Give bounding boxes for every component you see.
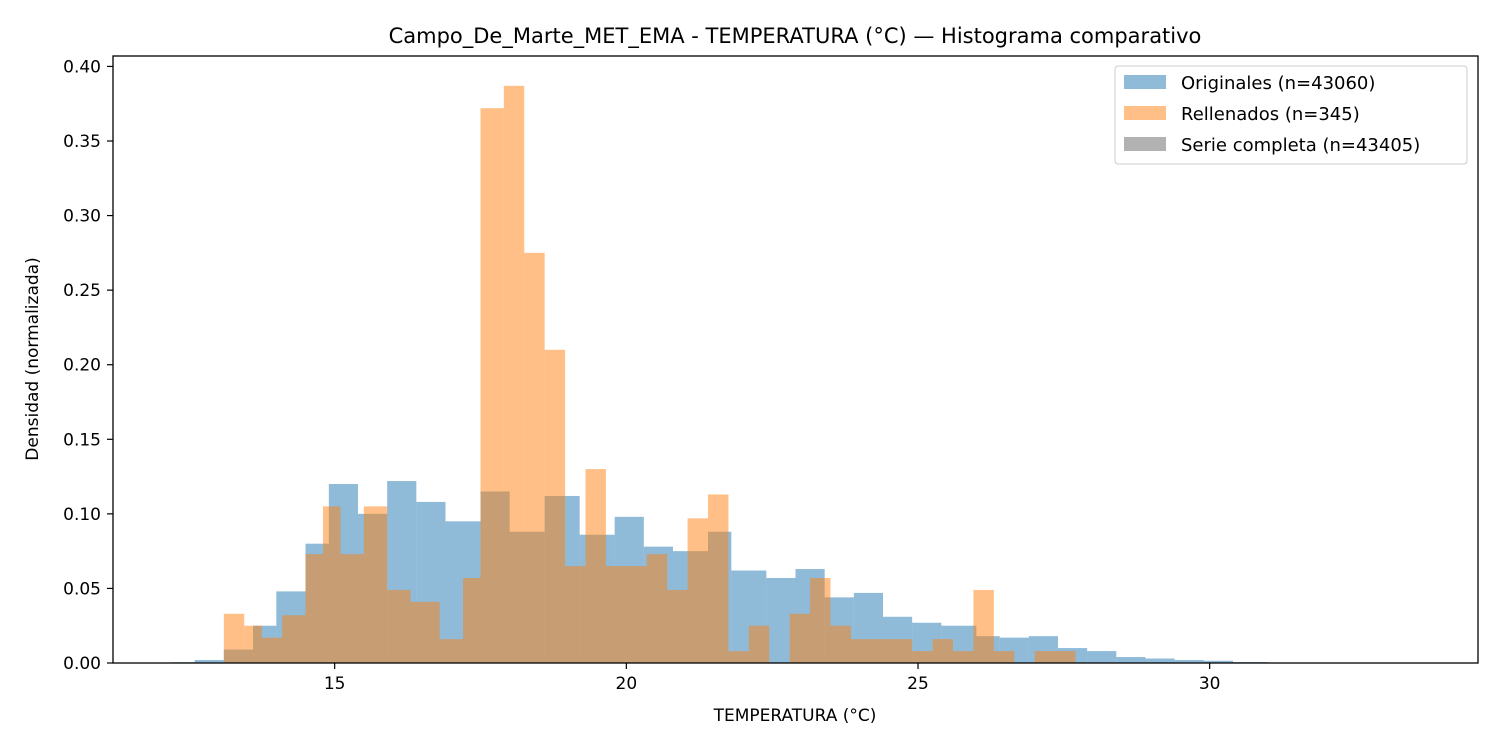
histogram-bar <box>223 613 245 663</box>
histogram-bar <box>891 639 913 663</box>
legend-box <box>1114 65 1468 165</box>
y-tick-label: 0.05 <box>63 579 101 599</box>
x-tick-label: 25 <box>907 674 929 694</box>
histogram-bar <box>410 601 440 663</box>
histogram-bar <box>565 566 586 663</box>
histogram-bar <box>871 639 892 663</box>
histogram-bar <box>480 108 504 663</box>
histogram-bar <box>282 615 306 663</box>
legend-swatch-rellenados <box>1124 106 1166 120</box>
histogram-bar <box>830 625 851 663</box>
histogram-bar <box>667 589 688 663</box>
histogram-bar <box>439 639 463 663</box>
bars-layer <box>171 85 1333 664</box>
histogram-bar <box>708 494 729 663</box>
histogram-bar <box>973 589 994 663</box>
histogram-bar <box>932 639 953 663</box>
histogram-bar <box>503 85 525 664</box>
legend-label-rellenados: Rellenados (n=345) <box>1181 104 1360 125</box>
histogram-bar <box>1055 651 1076 663</box>
y-tick-label: 0.10 <box>63 505 101 525</box>
histogram-bar <box>363 506 388 663</box>
y-axis-ticks: 0.00 0.05 0.10 0.15 0.20 0.25 0.30 0.35 0.40 <box>63 57 113 674</box>
histogram-bar <box>850 639 872 663</box>
histogram-bar <box>323 506 341 663</box>
series-1 <box>223 85 1076 664</box>
histogram-bar <box>1116 657 1146 663</box>
histogram-bar <box>244 625 262 663</box>
y-tick-label: 0.30 <box>63 207 101 227</box>
histogram-bar <box>993 651 1015 663</box>
y-tick-label: 0.40 <box>63 57 101 77</box>
y-tick-label: 0.25 <box>63 281 101 301</box>
y-tick-label: 0.35 <box>63 132 101 152</box>
x-tick-label: 30 <box>1199 674 1221 694</box>
y-tick-label: 0.00 <box>63 654 101 674</box>
plot-frame <box>112 55 1479 664</box>
legend-label-originales: Originales (n=43060) <box>1181 73 1375 94</box>
histogram-bar <box>387 589 411 663</box>
histogram-bar <box>305 554 323 663</box>
histogram-bar <box>463 577 481 663</box>
histogram-bar <box>261 637 283 663</box>
histogram-bar <box>748 625 770 663</box>
histogram-bar <box>912 651 933 663</box>
histogram-bar <box>953 651 974 663</box>
histogram-bar <box>1203 660 1233 663</box>
histogram-bar <box>524 252 545 663</box>
histogram-bar <box>340 554 364 663</box>
histogram-bar <box>646 554 668 663</box>
x-tick-label: 20 <box>616 674 638 694</box>
histogram-bar <box>605 566 627 663</box>
y-tick-label: 0.20 <box>63 356 101 376</box>
histogram-bar <box>626 566 647 663</box>
histogram-bar <box>585 469 606 663</box>
histogram-bar <box>1087 651 1117 663</box>
legend-swatch-originales <box>1124 75 1166 89</box>
histogram-bar <box>1034 651 1056 663</box>
histogram-bar <box>1145 658 1175 663</box>
legend: Originales (n=43060) Rellenados (n=345) … <box>1114 65 1468 165</box>
histogram-bar <box>728 651 749 663</box>
legend-label-serie-completa: Serie completa (n=43405) <box>1181 135 1420 156</box>
histogram-bar <box>544 349 566 663</box>
x-tick-label: 15 <box>324 674 346 694</box>
y-axis-label: Densidad (normalizada) <box>23 257 43 460</box>
chart-title: Campo_De_Marte_MET_EMA - TEMPERATURA (°C… <box>389 24 1202 49</box>
histogram-bar <box>789 613 811 663</box>
legend-swatch-serie-completa <box>1124 137 1166 151</box>
histogram-bar <box>810 577 831 663</box>
histogram-bar <box>687 518 708 663</box>
x-axis-label: TEMPERATURA (°C) <box>713 706 877 726</box>
x-axis-ticks: 15 20 25 30 <box>324 663 1221 694</box>
histogram-bar <box>194 660 224 663</box>
y-tick-label: 0.15 <box>63 430 101 450</box>
histogram-bar <box>1174 660 1204 663</box>
